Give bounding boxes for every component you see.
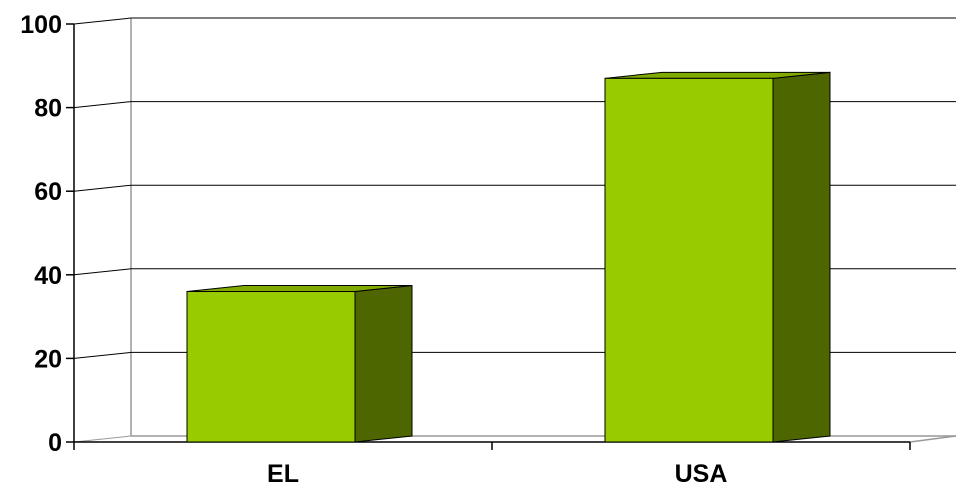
gridline-side-100 xyxy=(73,17,132,25)
y-tick-label: 60 xyxy=(34,178,62,206)
gridline-side-20 xyxy=(73,351,132,359)
bar-usa xyxy=(604,71,831,443)
x-tick-label-usa: USA xyxy=(675,460,728,488)
gridline-side-40 xyxy=(73,268,132,276)
bar-front xyxy=(186,291,356,443)
floor-right-edge xyxy=(909,435,956,443)
y-tick-label: 20 xyxy=(34,345,62,373)
chart-bars xyxy=(186,71,831,443)
x-tick-labels: EL USA xyxy=(267,460,727,488)
x-tick-label-el: EL xyxy=(267,460,299,488)
gridline-side-0 xyxy=(73,435,132,443)
y-tick-label: 0 xyxy=(48,429,62,457)
y-tick-labels: 0 20 40 60 80 100 xyxy=(20,11,62,457)
gridline-side-80 xyxy=(73,101,132,109)
y-tick-label: 100 xyxy=(20,11,62,39)
gridline-side-60 xyxy=(73,184,132,192)
bar-el xyxy=(186,284,413,443)
y-tick-label: 80 xyxy=(34,95,62,123)
bar-front xyxy=(604,77,774,443)
bar-side xyxy=(772,71,831,443)
bar-side xyxy=(354,284,413,443)
y-tick-label: 40 xyxy=(34,262,62,290)
